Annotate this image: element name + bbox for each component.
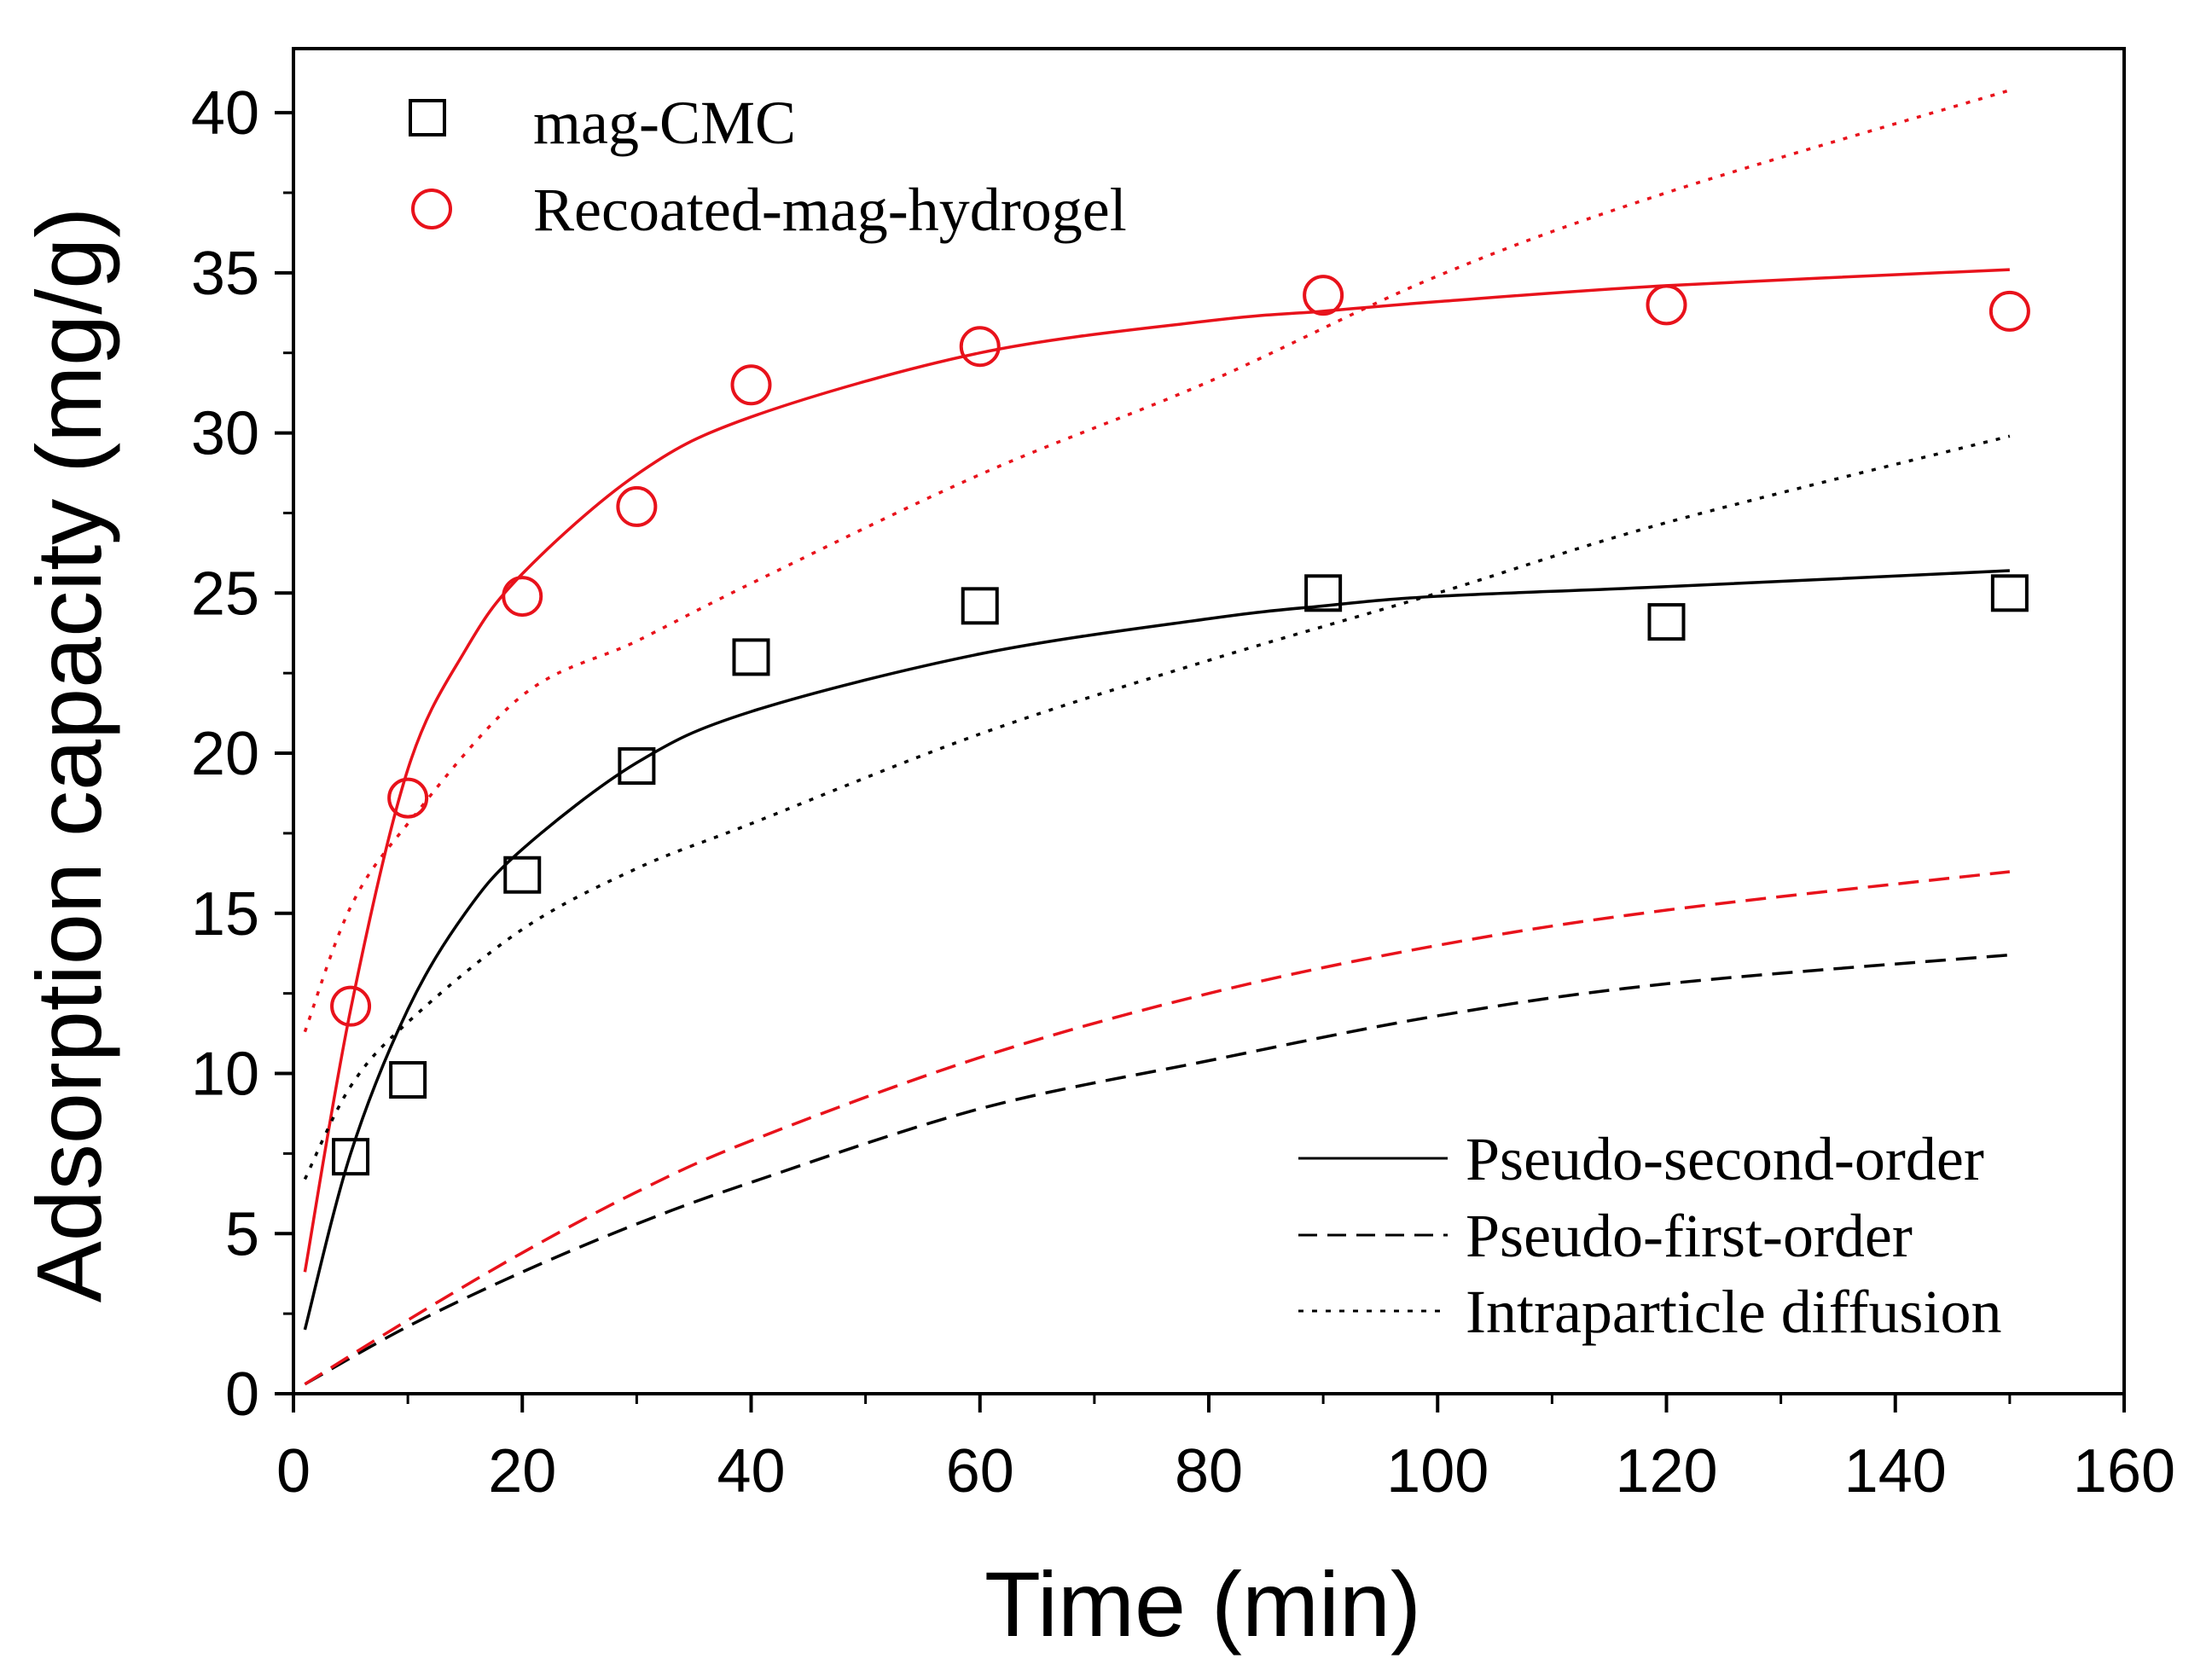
fit-pseudo-first-order-mag-cmc — [304, 953, 2011, 1386]
y-tick-label: 5 — [225, 1200, 259, 1268]
point-recoated-mag-hydrogel — [330, 985, 372, 1027]
point-mag-cmc — [732, 638, 770, 676]
legend-fits: Pseudo-second-order Pseudo-first-order I… — [1298, 1125, 2001, 1346]
point-recoated-mag-hydrogel — [730, 364, 772, 406]
legend-label-pseudo-first-order: Pseudo-first-order — [1466, 1202, 1913, 1270]
legend-label-intraparticle-diffusion: Intraparticle diffusion — [1466, 1278, 2001, 1346]
fit-pseudo-second-order-mag-cmc — [303, 569, 2010, 1331]
x-tick-label: 40 — [717, 1437, 785, 1505]
point-mag-cmc — [618, 747, 656, 786]
fit-intraparticle-diffusion-recoated-mag-hydrogel — [303, 89, 2011, 1033]
point-recoated-mag-hydrogel — [1646, 284, 1687, 326]
y-tick-label: 35 — [191, 240, 259, 308]
x-tick-label: 80 — [1175, 1437, 1243, 1505]
legend-series: mag-CMC Recoated-mag-hydrogel — [409, 89, 1127, 244]
y-tick-label: 10 — [191, 1041, 259, 1109]
x-tick-label: 60 — [946, 1437, 1014, 1505]
data-markers — [330, 275, 2030, 1176]
fit-curves — [303, 89, 2011, 1386]
point-mag-cmc — [1647, 603, 1686, 641]
point-recoated-mag-hydrogel — [1303, 275, 1344, 316]
legend-marker-square — [409, 99, 446, 136]
point-mag-cmc — [503, 856, 542, 894]
legend-label-mag-cmc: mag-CMC — [533, 89, 796, 157]
x-tick-label: 0 — [276, 1437, 311, 1505]
y-tick-label: 25 — [191, 560, 259, 628]
point-recoated-mag-hydrogel — [1988, 290, 2030, 332]
fit-pseudo-first-order-recoated-mag-hydrogel — [304, 870, 2011, 1386]
x-tick-label: 20 — [488, 1437, 556, 1505]
y-axis-title: Adsorption capacity (mg/g) — [17, 207, 120, 1303]
x-tick-label: 160 — [2073, 1437, 2175, 1505]
x-axis-title: Time (min) — [984, 1552, 1421, 1656]
x-tick-label: 100 — [1386, 1437, 1489, 1505]
x-tick-label: 140 — [1844, 1437, 1947, 1505]
y-tick-label: 30 — [191, 400, 259, 468]
y-tick-label: 15 — [191, 880, 259, 948]
y-tick-label: 20 — [191, 720, 259, 788]
axis-ticks: 0 20 40 60 80 100 120 140 160 0 5 10 15 20 25 30 35 40 — [191, 79, 2175, 1505]
point-mag-cmc — [1990, 574, 2029, 612]
legend-label-pseudo-second-order: Pseudo-second-order — [1466, 1125, 1984, 1193]
legend-label-recoated-mag-hydrogel: Recoated-mag-hydrogel — [533, 176, 1127, 244]
point-mag-cmc — [961, 587, 999, 625]
y-tick-label: 0 — [225, 1360, 259, 1429]
point-recoated-mag-hydrogel — [387, 777, 429, 819]
point-recoated-mag-hydrogel — [616, 485, 658, 527]
point-recoated-mag-hydrogel — [959, 326, 1001, 368]
x-tick-label: 120 — [1615, 1437, 1717, 1505]
fit-pseudo-second-order-recoated-mag-hydrogel — [303, 268, 2010, 1273]
point-recoated-mag-hydrogel — [502, 576, 543, 618]
fit-intraparticle-diffusion-mag-cmc — [303, 434, 2011, 1180]
point-mag-cmc — [389, 1061, 427, 1099]
y-tick-label: 40 — [191, 79, 259, 148]
legend-marker-circle — [411, 189, 452, 229]
point-mag-cmc — [1304, 574, 1343, 612]
point-mag-cmc — [332, 1138, 370, 1176]
